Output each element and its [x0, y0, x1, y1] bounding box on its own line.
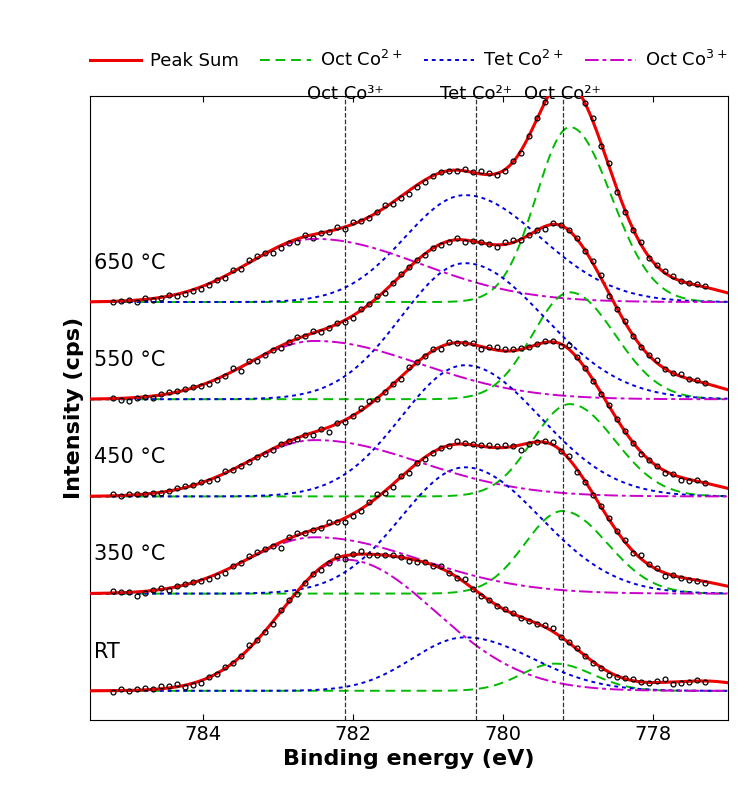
- Text: Oct Co³⁺: Oct Co³⁺: [307, 85, 383, 103]
- Text: 350 °C: 350 °C: [94, 545, 165, 565]
- Text: Oct Co²⁺: Oct Co²⁺: [524, 85, 601, 103]
- Text: 550 °C: 550 °C: [94, 350, 165, 370]
- Text: 450 °C: 450 °C: [94, 447, 165, 467]
- Text: Tet Co²⁺: Tet Co²⁺: [440, 85, 512, 103]
- Legend: Peak Sum, Oct Co$^{2+}$, Tet Co$^{2+}$, Oct Co$^{3+}$: Peak Sum, Oct Co$^{2+}$, Tet Co$^{2+}$, …: [83, 42, 734, 77]
- Text: RT: RT: [94, 642, 119, 662]
- X-axis label: Binding energy (eV): Binding energy (eV): [283, 750, 535, 770]
- Y-axis label: Intensity (cps): Intensity (cps): [64, 317, 85, 499]
- Text: 650 °C: 650 °C: [94, 253, 165, 273]
